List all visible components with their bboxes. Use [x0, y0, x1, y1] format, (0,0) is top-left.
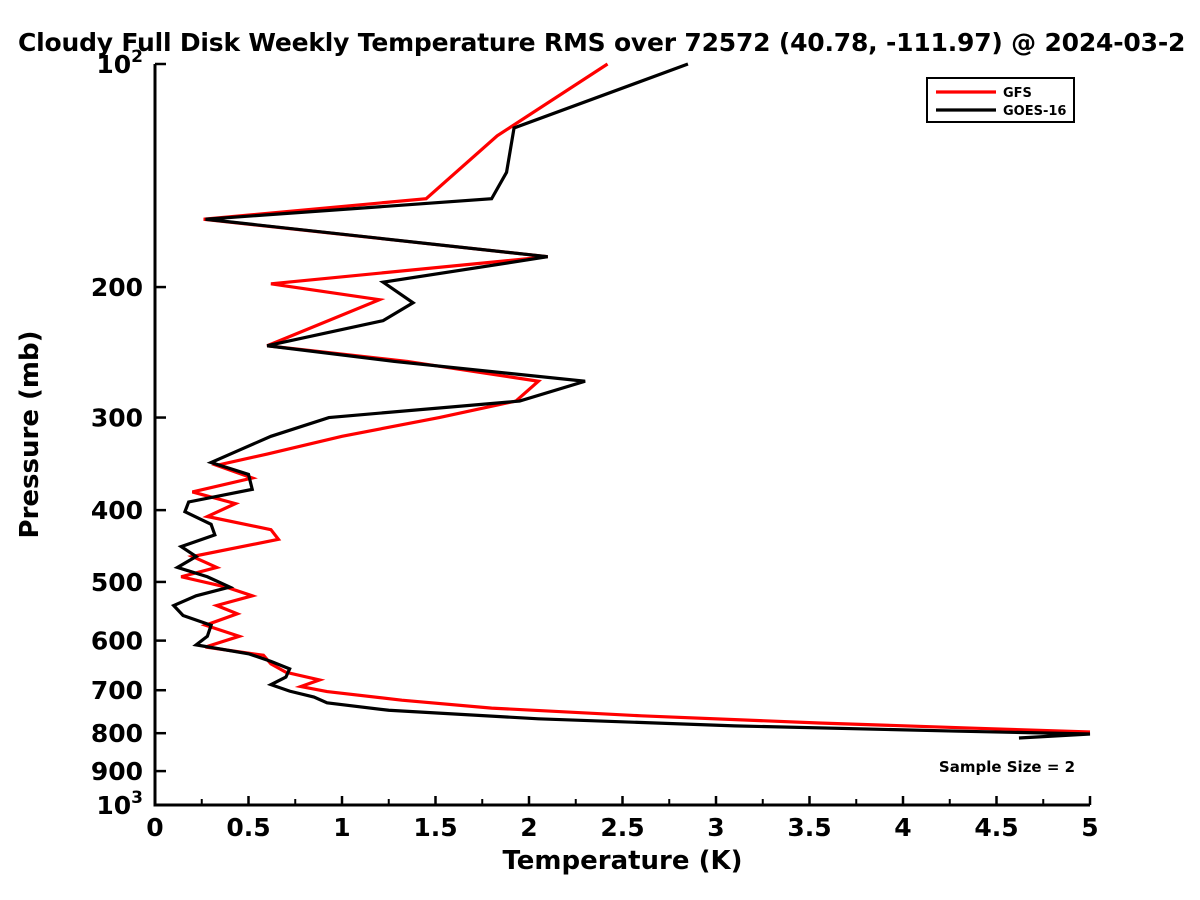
y-axis-label: Pressure (mb) — [15, 331, 45, 539]
legend-label: GOES-16 — [1003, 104, 1066, 119]
x-tick-label: 2 — [520, 813, 537, 842]
x-tick-label: 4 — [894, 813, 911, 842]
series-layer — [170, 62, 1091, 740]
y-tick-label: 300 — [91, 404, 143, 433]
y-tick-label: 900 — [91, 757, 143, 786]
axis-label-layer: 0 0.5 1 1.5 2 2.5 3 3.5 4 4.5 5 102 200 300 400 500 600 7… — [15, 47, 1099, 876]
y-tick-label: 400 — [91, 496, 143, 525]
y-tick-label: 200 — [91, 273, 143, 302]
y-tick-label: 500 — [91, 568, 143, 597]
x-tick-label: 1 — [333, 813, 350, 842]
x-tick-label: 3 — [707, 813, 724, 842]
tick-layer — [153, 62, 1092, 807]
y-tick-label: 700 — [91, 676, 143, 705]
y-tick-label: 600 — [91, 627, 143, 656]
x-tick-label: 1.5 — [413, 813, 457, 842]
x-tick-label: 0.5 — [226, 813, 270, 842]
x-tick-label: 2.5 — [600, 813, 644, 842]
y-tick-label: 103 — [96, 788, 143, 820]
series-line-gfs — [180, 62, 1091, 734]
sample-size-text: Sample Size = 2 — [939, 758, 1075, 776]
legend-label: GFS — [1003, 86, 1032, 101]
x-tick-label: 4.5 — [974, 813, 1018, 842]
legend-box — [926, 77, 1075, 123]
sample-size-annotation: Sample Size = 2 — [939, 758, 1075, 776]
legend[interactable]: GFS GOES-16 — [926, 77, 1075, 123]
y-tick-label: 800 — [91, 719, 143, 748]
x-axis-label: Temperature (K) — [503, 846, 743, 876]
x-tick-label: 0 — [146, 813, 163, 842]
page-title: Cloudy Full Disk Weekly Temperature RMS … — [18, 28, 1186, 57]
y-tick-label: 102 — [96, 47, 143, 79]
series-line-goes-16 — [170, 62, 1091, 740]
x-tick-label: 3.5 — [787, 813, 831, 842]
x-tick-label: 5 — [1081, 813, 1098, 842]
